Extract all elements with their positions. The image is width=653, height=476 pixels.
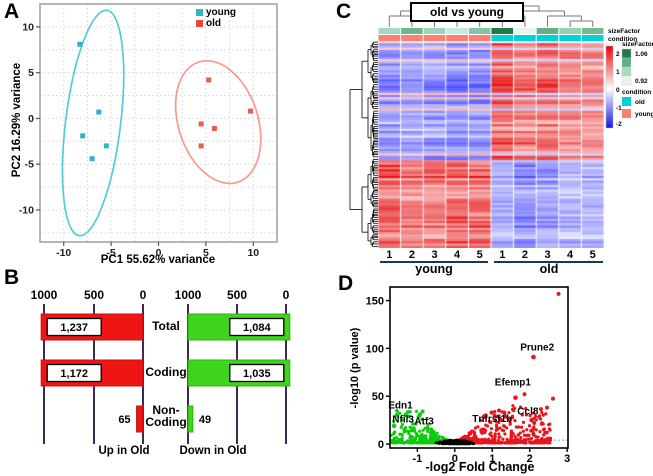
svg-text:150: 150 bbox=[366, 296, 384, 308]
svg-text:1,084: 1,084 bbox=[243, 322, 271, 334]
svg-text:0: 0 bbox=[140, 288, 147, 302]
group-label-old: old bbox=[539, 262, 559, 276]
svg-text:1: 1 bbox=[616, 69, 620, 76]
heatmap-canvas bbox=[378, 41, 604, 248]
svg-text:4: 4 bbox=[454, 249, 461, 261]
category-non-coding: Non-Coding bbox=[145, 403, 187, 429]
svg-text:0: 0 bbox=[378, 439, 384, 451]
svg-text:1,172: 1,172 bbox=[60, 368, 88, 380]
gene-label: Tnfrsf1b bbox=[472, 414, 512, 425]
svg-text:2: 2 bbox=[527, 453, 533, 465]
deg-bars-svg: 1000 500 0 1,237 1,172 65 1000 500 0 1,084 1,035 49 bbox=[31, 288, 291, 444]
svg-text:5: 5 bbox=[477, 249, 483, 261]
group-label-young: young bbox=[415, 262, 453, 276]
svg-text:5: 5 bbox=[28, 67, 34, 79]
svg-text:-5: -5 bbox=[106, 247, 115, 259]
svg-text:young: young bbox=[635, 111, 653, 118]
svg-text:0: 0 bbox=[452, 453, 458, 465]
pca-y-axis-label: PC2 16.29% variance bbox=[11, 62, 23, 178]
gene-label: Edn1 bbox=[388, 401, 413, 412]
svg-text:1000: 1000 bbox=[31, 288, 58, 302]
volcano-plot-svg: Prune2 Efemp1 Ccl8 Edn1 Nfil3 Atf3 Tnfrsf1b -1 0… bbox=[366, 286, 570, 465]
svg-text:0: 0 bbox=[283, 288, 290, 302]
legend-young-label: young bbox=[206, 7, 236, 18]
svg-text:3: 3 bbox=[431, 249, 437, 261]
down-in-old-title: Down in Old bbox=[179, 445, 247, 457]
svg-text:3: 3 bbox=[564, 453, 570, 465]
svg-text:0: 0 bbox=[28, 113, 34, 125]
pca-plot-svg: -10 -5 0 5 10 -10 -5 0 5 10 bbox=[19, 3, 278, 259]
svg-text:2: 2 bbox=[522, 249, 528, 261]
legend-item-young: young bbox=[196, 7, 236, 18]
svg-text:condition: condition bbox=[608, 36, 637, 43]
svg-text:sizeFactor: sizeFactor bbox=[608, 28, 641, 35]
young-swatch-icon bbox=[196, 9, 203, 16]
category-coding: Coding bbox=[145, 365, 187, 379]
svg-text:1: 1 bbox=[499, 249, 505, 261]
svg-text:10: 10 bbox=[247, 247, 259, 259]
gene-label: Prune2 bbox=[520, 342, 554, 353]
category-total: Total bbox=[152, 319, 180, 333]
svg-text:1,035: 1,035 bbox=[243, 368, 271, 380]
svg-text:1: 1 bbox=[489, 453, 495, 465]
gene-label: Efemp1 bbox=[495, 378, 532, 389]
svg-text:0: 0 bbox=[156, 247, 162, 259]
svg-text:-1: -1 bbox=[412, 453, 422, 465]
panel-c-label: C bbox=[336, 0, 352, 23]
legend-old-label: old bbox=[206, 18, 221, 29]
heatmap-title: old vs young bbox=[410, 2, 524, 22]
svg-text:100: 100 bbox=[366, 343, 384, 355]
pca-legend: young old bbox=[196, 7, 236, 29]
svg-text:49: 49 bbox=[199, 414, 211, 426]
panel-d-label: D bbox=[338, 272, 354, 295]
svg-text:2: 2 bbox=[616, 51, 620, 58]
svg-text:0: 0 bbox=[616, 87, 620, 94]
panel-b-label: B bbox=[4, 266, 20, 289]
svg-text:3: 3 bbox=[544, 249, 550, 261]
svg-text:condition: condition bbox=[622, 89, 651, 96]
svg-text:2: 2 bbox=[409, 249, 415, 261]
svg-text:0.92: 0.92 bbox=[635, 78, 648, 85]
svg-text:1.06: 1.06 bbox=[635, 51, 648, 58]
legend-item-old: old bbox=[196, 18, 236, 29]
svg-text:1: 1 bbox=[386, 249, 392, 261]
gene-label: Ccl8 bbox=[517, 406, 539, 417]
svg-text:-2: -2 bbox=[616, 121, 622, 128]
svg-text:-10: -10 bbox=[56, 247, 71, 259]
svg-text:-10: -10 bbox=[19, 204, 34, 216]
svg-text:5: 5 bbox=[203, 247, 209, 259]
svg-text:5: 5 bbox=[590, 249, 596, 261]
svg-text:4: 4 bbox=[567, 249, 574, 261]
svg-text:10: 10 bbox=[22, 21, 34, 33]
gene-label: Atf3 bbox=[414, 416, 434, 427]
pca-x-axis-label: PC1 55.62% variance bbox=[100, 254, 216, 266]
svg-text:1,237: 1,237 bbox=[60, 322, 88, 334]
svg-text:old: old bbox=[635, 99, 645, 106]
svg-text:1000: 1000 bbox=[175, 288, 202, 302]
svg-text:50: 50 bbox=[372, 391, 384, 403]
svg-text:-1: -1 bbox=[616, 105, 622, 112]
up-in-old-title: Up in Old bbox=[98, 445, 150, 457]
svg-text:500: 500 bbox=[227, 288, 247, 302]
panel-a-label: A bbox=[4, 0, 20, 23]
svg-text:-5: -5 bbox=[25, 159, 34, 171]
svg-text:65: 65 bbox=[118, 414, 130, 426]
svg-text:500: 500 bbox=[84, 288, 104, 302]
volcano-y-axis-label: -log10 (p value) bbox=[349, 327, 361, 409]
old-swatch-icon bbox=[196, 20, 203, 27]
volcano-x-axis-label: -log2 Fold Change bbox=[425, 460, 535, 474]
svg-text:sizeFactor: sizeFactor bbox=[622, 41, 653, 48]
gene-label: Nfil3 bbox=[392, 414, 414, 425]
